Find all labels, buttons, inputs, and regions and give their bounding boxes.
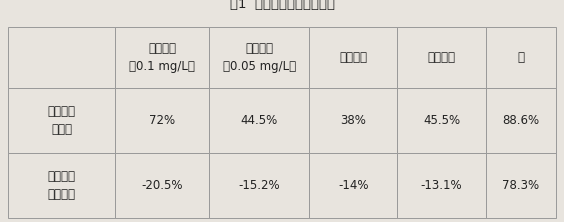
Text: 78.3%: 78.3% [502, 179, 539, 192]
Bar [486, 153, 556, 218]
Text: 处理后的
菌悬液: 处理后的 菌悬液 [47, 105, 76, 136]
Bar [209, 153, 309, 218]
Bar [209, 88, 309, 153]
Text: 铁: 铁 [517, 51, 524, 64]
Bar [486, 27, 556, 88]
Text: 四氯化碳: 四氯化碳 [428, 51, 456, 64]
Text: 72%: 72% [149, 114, 175, 127]
Bar [309, 27, 398, 88]
Text: 三氯甲烷
（0.1 mg/L）: 三氯甲烷 （0.1 mg/L） [129, 42, 195, 73]
Text: 38%: 38% [341, 114, 367, 127]
Text: 45.5%: 45.5% [423, 114, 460, 127]
Bar [115, 27, 209, 88]
Text: 表1  不同物质的发光抑制率: 表1 不同物质的发光抑制率 [230, 0, 334, 11]
Bar [486, 88, 556, 153]
Bar [398, 88, 486, 153]
Text: 溴氰菊酯: 溴氰菊酯 [340, 51, 367, 64]
Bar [309, 153, 398, 218]
Bar [398, 153, 486, 218]
Text: -13.1%: -13.1% [421, 179, 462, 192]
Bar [115, 153, 209, 218]
Text: -20.5%: -20.5% [141, 179, 183, 192]
Text: 未经处理
的菌悬液: 未经处理 的菌悬液 [47, 170, 76, 201]
Text: -14%: -14% [338, 179, 369, 192]
Bar [115, 88, 209, 153]
Bar [8, 88, 115, 153]
Bar [309, 88, 398, 153]
Text: 三氯甲烷
（0.05 mg/L）: 三氯甲烷 （0.05 mg/L） [223, 42, 296, 73]
Text: 44.5%: 44.5% [241, 114, 278, 127]
Bar [8, 27, 115, 88]
Text: 88.6%: 88.6% [502, 114, 539, 127]
Bar [398, 27, 486, 88]
Bar [209, 27, 309, 88]
Bar [8, 153, 115, 218]
Text: -15.2%: -15.2% [239, 179, 280, 192]
